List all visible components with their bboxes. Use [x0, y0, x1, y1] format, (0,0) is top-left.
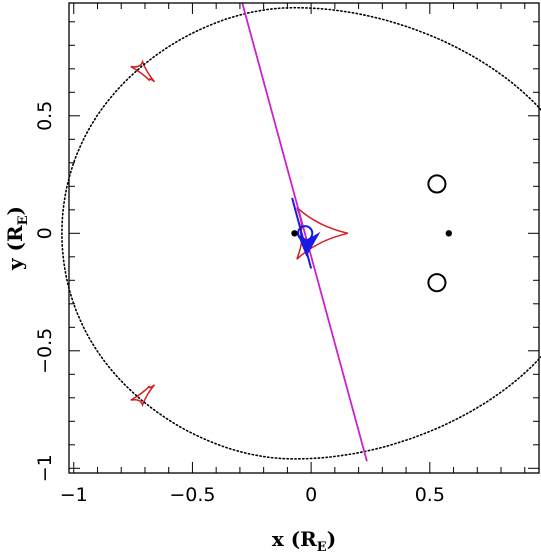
y-tick-label: −1: [34, 454, 56, 482]
y-axis-label: y (RE): [3, 206, 31, 271]
lens-mass-dot-1: [291, 230, 298, 237]
x-axis-label: x (RE): [272, 527, 336, 555]
source-circle: [297, 225, 314, 242]
caustic-planetary-bottom: [130, 384, 156, 408]
lens-mass-dot-2: [445, 230, 452, 237]
y-tick-label: 0: [34, 227, 56, 239]
source-trajectory-line: [241, 2, 368, 462]
plot-frame: [68, 2, 540, 474]
x-tick-label: 0: [305, 484, 317, 506]
image-circle-1: [427, 174, 447, 194]
source-direction-arrow: [297, 231, 321, 257]
source-track-segment: [291, 197, 313, 269]
axis-layer: −1 −0.5 0 0.5 −1 −0.5 0 0.5: [34, 3, 539, 506]
critical-curve-layer: [61, 6, 541, 460]
x-tick-label: 0.5: [415, 484, 445, 506]
caustic-layer: [130, 59, 349, 408]
series-layer: [241, 2, 452, 462]
x-tick-label: −0.5: [169, 484, 215, 506]
caustic-planetary-top: [130, 59, 156, 83]
image-circle-2: [427, 273, 447, 293]
y-tick-label: −0.5: [34, 328, 56, 374]
critical-curve: [61, 6, 541, 460]
y-tick-label: 0.5: [34, 101, 56, 131]
x-tick-label: −1: [60, 484, 88, 506]
